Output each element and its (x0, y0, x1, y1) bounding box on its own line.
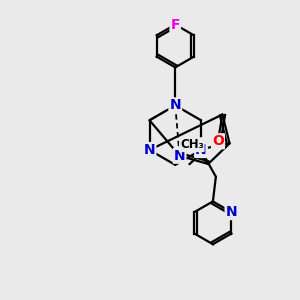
Text: N: N (195, 143, 207, 157)
Text: N: N (144, 143, 155, 157)
Text: N: N (169, 98, 181, 112)
Text: N: N (226, 205, 237, 219)
Text: CH₃: CH₃ (180, 138, 204, 151)
Text: N: N (174, 149, 185, 163)
Text: O: O (212, 134, 224, 148)
Text: F: F (170, 18, 180, 32)
